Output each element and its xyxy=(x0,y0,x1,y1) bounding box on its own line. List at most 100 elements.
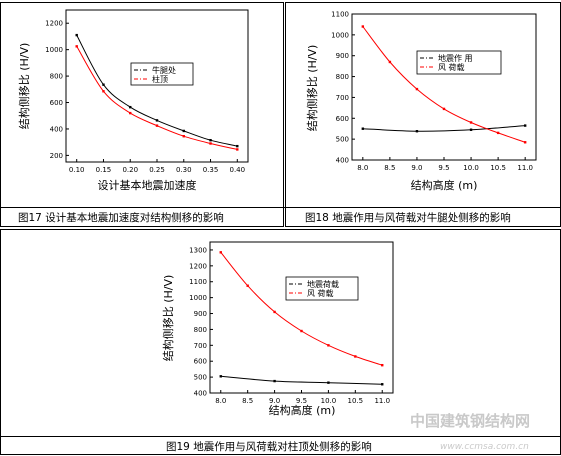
plot-frame xyxy=(351,13,537,161)
x-tick-label: 0.10 xyxy=(69,166,85,174)
x-tick-label: 10.5 xyxy=(348,397,364,405)
y-tick-label: 1100 xyxy=(331,11,349,19)
x-tick-label: 11.0 xyxy=(374,397,390,405)
y-tick-label: 1300 xyxy=(189,246,207,254)
y-tick-label: 1000 xyxy=(45,46,63,54)
y-tick-label: 600 xyxy=(336,115,349,123)
data-point xyxy=(361,25,365,28)
x-tick-label: 0.20 xyxy=(122,166,138,174)
data-point xyxy=(209,138,212,142)
series-line-0 xyxy=(220,375,383,385)
chart-fig17: 0.10 0.15 0.20 0.25 0.30 0.35 0.40 200 400 600 800… xyxy=(17,9,249,192)
y-tick-label: 700 xyxy=(194,342,207,350)
x-tick-label: 0.40 xyxy=(229,166,245,174)
series-line-1 xyxy=(220,251,383,366)
x-tick-label: 0.30 xyxy=(176,166,192,174)
data-point xyxy=(381,383,384,386)
y-tick-label: 600 xyxy=(194,358,207,366)
data-point xyxy=(381,363,384,367)
data-point xyxy=(182,129,185,133)
legend-label: 地震荷载 xyxy=(307,279,339,289)
legend-label: 柱顶 xyxy=(152,74,168,84)
data-point xyxy=(361,127,365,130)
x-tick-label: 8.0 xyxy=(357,164,368,172)
data-point xyxy=(75,45,78,48)
x-tick-label: 10.0 xyxy=(463,164,479,172)
x-axis-title: 结构高度 (m) xyxy=(269,403,336,417)
data-point xyxy=(523,124,527,127)
y-axis-title: 结构侧移比 (H/V) xyxy=(305,45,319,132)
data-point xyxy=(354,355,357,358)
y-tick-label: 800 xyxy=(194,326,207,334)
plot-frame xyxy=(209,241,394,394)
x-tick-label: 9.5 xyxy=(296,397,307,405)
chart-fig19: 8.0 8.5 9.0 9.5 10.0 10.5 11.0 400 500 600 700 800 9… xyxy=(161,241,394,417)
legend-label: 风 荷载 xyxy=(438,62,465,72)
x-tick-label: 8.5 xyxy=(384,164,395,172)
legend-label: 牛腿处 xyxy=(152,65,176,75)
data-point xyxy=(327,344,330,347)
chart-fig18: 8.0 8.5 9.0 9.5 10.0 10.5 11.0 400 500 600 700 800 9… xyxy=(305,11,537,192)
series-line-1 xyxy=(362,26,526,143)
x-tick-label: 8.0 xyxy=(215,397,226,405)
x-tick-label: 9.5 xyxy=(438,164,449,172)
x-tick-label: 11.0 xyxy=(517,164,533,172)
data-point xyxy=(415,130,419,133)
data-point xyxy=(388,60,392,64)
y-tick-label: 800 xyxy=(336,73,349,81)
y-tick-label: 500 xyxy=(194,374,207,382)
watermark-url: www.ccmsa.com.cn xyxy=(440,442,529,452)
legend-box xyxy=(416,50,502,75)
y-tick-label: 400 xyxy=(50,125,63,133)
caption-fig17: 图17 设计基本地震加速度对结构侧移的影响 xyxy=(18,211,224,224)
x-tick-label: 0.15 xyxy=(96,166,112,174)
panel-fig17-border xyxy=(0,2,284,227)
y-tick-label: 1000 xyxy=(189,294,207,302)
panel-fig18-border xyxy=(285,2,561,227)
data-point xyxy=(415,87,419,91)
data-point xyxy=(273,379,276,383)
watermark-text: 中国建筑钢结构网 xyxy=(410,412,530,430)
x-tick-label: 0.25 xyxy=(149,166,165,174)
plot-frame xyxy=(65,9,249,163)
x-tick-label: 10.0 xyxy=(321,397,337,405)
legend-label: 风 荷载 xyxy=(307,288,334,298)
data-point xyxy=(236,144,239,148)
data-point xyxy=(236,148,239,151)
y-tick-label: 1200 xyxy=(45,20,63,28)
data-point xyxy=(300,329,303,333)
data-point xyxy=(155,119,159,122)
x-tick-label: 0.35 xyxy=(203,166,219,174)
x-axis-title: 结构高度 (m) xyxy=(411,178,478,192)
data-point xyxy=(246,284,249,287)
y-tick-label: 900 xyxy=(336,52,349,60)
y-tick-label: 800 xyxy=(50,73,63,81)
series-line-0 xyxy=(76,34,238,147)
data-point xyxy=(182,135,185,138)
data-point xyxy=(442,107,446,111)
data-point xyxy=(129,105,132,109)
caption-fig18: 图18 地震作用与风荷载对牛腿处侧移的影响 xyxy=(305,211,511,224)
data-point xyxy=(327,381,330,384)
x-tick-label: 9.0 xyxy=(269,397,280,405)
y-tick-label: 200 xyxy=(50,152,63,160)
y-tick-label: 1100 xyxy=(189,278,207,286)
data-point xyxy=(102,90,105,93)
series-line-0 xyxy=(362,125,526,132)
legend-label: 地震作 用 xyxy=(438,53,473,63)
data-point xyxy=(469,121,473,124)
data-point xyxy=(155,124,159,127)
data-point xyxy=(219,375,222,378)
y-tick-label: 400 xyxy=(194,390,207,398)
y-tick-label: 1000 xyxy=(331,31,349,39)
data-point xyxy=(469,128,473,131)
data-point xyxy=(129,111,132,115)
data-point xyxy=(523,141,527,144)
y-tick-label: 600 xyxy=(50,99,63,107)
x-tick-label: 9.0 xyxy=(411,164,422,172)
data-point xyxy=(219,251,222,254)
data-point xyxy=(209,142,212,145)
legend-box xyxy=(285,276,359,301)
x-axis-title: 设计基本地震加速度 xyxy=(98,178,197,192)
